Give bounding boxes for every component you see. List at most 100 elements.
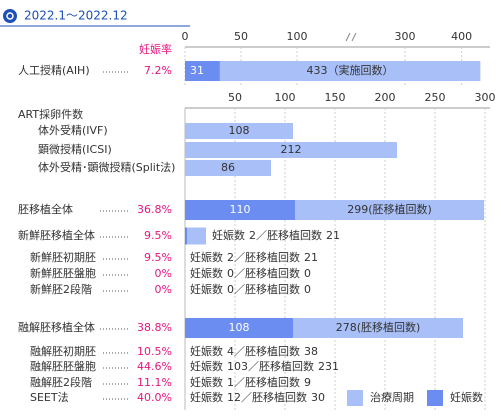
row-detail: 妊娠数 103／胚移植回数 231 xyxy=(190,359,339,373)
separator: ／ xyxy=(234,267,245,280)
bar-label: 86 xyxy=(221,161,235,174)
rate: 9.5% xyxy=(144,251,172,264)
header-icon xyxy=(3,9,17,23)
pregnancy-label: 妊娠数 xyxy=(190,344,223,358)
separator: ／ xyxy=(234,345,245,358)
bar-label: 108 xyxy=(229,321,250,334)
bar-label: 278(胚移植回数) xyxy=(336,320,421,334)
rate: 38.8% xyxy=(137,321,172,334)
bar xyxy=(185,318,293,338)
transfer-count: 21 xyxy=(326,229,340,242)
axis-break xyxy=(345,32,357,42)
transfer-count: 9 xyxy=(304,376,311,389)
pregnancy-label: 妊娠数 xyxy=(212,228,245,242)
rate: 0% xyxy=(155,267,172,280)
category-label: 胚移植全体 xyxy=(18,202,73,216)
bar xyxy=(185,61,220,81)
transfer-label: 胚移植回数 xyxy=(267,228,322,242)
bar-label: 110 xyxy=(230,203,251,216)
bar xyxy=(185,227,187,245)
category-label: 融解胚初期胚 xyxy=(30,344,96,358)
transfer-count: 231 xyxy=(318,360,339,373)
bar xyxy=(185,227,206,245)
pregnancy-count: 1 xyxy=(227,376,234,389)
category-label: 人工授精(AIH) xyxy=(18,63,90,77)
rate: 10.5% xyxy=(137,345,172,358)
section-title: ART採卵件数 xyxy=(18,107,83,121)
x-tick-label: 50 xyxy=(228,91,242,104)
x-tick-label: 50 xyxy=(234,30,248,43)
category-label: 新鮮胚胚盤胞 xyxy=(30,266,96,280)
rate-header: 妊娠率 xyxy=(139,42,172,56)
rate: 9.5% xyxy=(144,229,172,242)
x-tick-label: 0 xyxy=(182,30,189,43)
x-tick-label: 250 xyxy=(425,91,446,104)
pregnancy-count: 103 xyxy=(227,360,248,373)
pregnancy-count: 0 xyxy=(227,283,234,296)
pregnancy-label: 妊娠数 xyxy=(190,250,223,264)
transfer-count: 0 xyxy=(304,283,311,296)
transfer-label: 胚移植回数 xyxy=(245,344,300,358)
rate: 44.6% xyxy=(137,360,172,373)
bar xyxy=(185,61,481,81)
pregnancy-count: 0 xyxy=(227,267,234,280)
transfer-label: 胚移植回数 xyxy=(259,359,314,373)
period: 2022.1〜2022.12 xyxy=(24,9,128,23)
pregnancy-label: 妊娠数 xyxy=(190,282,223,296)
pregnancy-label: 妊娠数 xyxy=(190,266,223,280)
category-label: 新鮮胚初期胚 xyxy=(30,250,96,264)
transfer-label: 胚移植回数 xyxy=(245,250,300,264)
bar-label: 433（実施回数） xyxy=(307,63,394,77)
x-tick-label: 200 xyxy=(375,91,396,104)
transfer-label: 胚移植回数 xyxy=(245,266,300,280)
x-tick-label: 150 xyxy=(325,91,346,104)
x-tick-label: 300 xyxy=(475,91,496,104)
bar-label: 31 xyxy=(190,64,204,77)
row-detail: 妊娠数 0／胚移植回数 0 xyxy=(190,282,311,296)
separator: ／ xyxy=(234,283,245,296)
row-detail: 妊娠数 0／胚移植回数 0 xyxy=(190,266,311,280)
transfer-label: 胚移植回数 xyxy=(252,390,307,404)
legend-label: 治療周期 xyxy=(370,390,414,404)
bar-label: 212 xyxy=(281,143,302,156)
legend-label: 妊娠数 xyxy=(450,390,483,404)
category-label: 融解胚2段階 xyxy=(30,375,92,389)
separator: ／ xyxy=(234,376,245,389)
bar-label: 299(胚移植回数) xyxy=(347,202,432,216)
pregnancy-count: 2 xyxy=(227,251,234,264)
x-tick-label: 100 xyxy=(275,91,296,104)
transfer-count: 21 xyxy=(304,251,318,264)
x-tick-label: 100 xyxy=(287,30,308,43)
bar xyxy=(185,142,397,158)
transfer-count: 30 xyxy=(311,391,325,404)
category-label: 融解胚胚盤胞 xyxy=(30,359,96,373)
row-detail: 妊娠数 1／胚移植回数 9 xyxy=(190,375,311,389)
legend-swatch xyxy=(347,390,363,406)
rate: 11.1% xyxy=(137,376,172,389)
category-label: SEET法 xyxy=(30,390,69,404)
row-detail: 妊娠数 4／胚移植回数 38 xyxy=(190,344,318,358)
pregnancy-label: 妊娠数 xyxy=(190,375,223,389)
category-label: 新鮮胚2段階 xyxy=(30,282,92,296)
pregnancy-count: 4 xyxy=(227,345,234,358)
transfer-label: 胚移植回数 xyxy=(245,375,300,389)
x-tick-label: 400 xyxy=(451,30,472,43)
category-label: 融解胚移植全体 xyxy=(18,320,95,334)
rate: 36.8% xyxy=(137,203,172,216)
bar xyxy=(185,123,293,139)
category-label: 体外受精･顕微授精(Split法) xyxy=(38,160,175,174)
legend-swatch xyxy=(427,390,443,406)
header-icon-ring xyxy=(6,12,14,20)
separator: ／ xyxy=(248,360,259,373)
separator: ／ xyxy=(241,391,252,404)
pregnancy-label: 妊娠数 xyxy=(190,359,223,373)
row-detail: 妊娠数 2／胚移植回数 21 xyxy=(212,228,340,242)
bar xyxy=(185,200,295,220)
category-label: 顕微授精(ICSI) xyxy=(38,142,112,156)
transfer-count: 0 xyxy=(304,267,311,280)
bar xyxy=(185,160,271,176)
row-detail: 妊娠数 2／胚移植回数 21 xyxy=(190,250,318,264)
pregnancy-label: 妊娠数 xyxy=(190,390,223,404)
pregnancy-count: 12 xyxy=(227,391,241,404)
